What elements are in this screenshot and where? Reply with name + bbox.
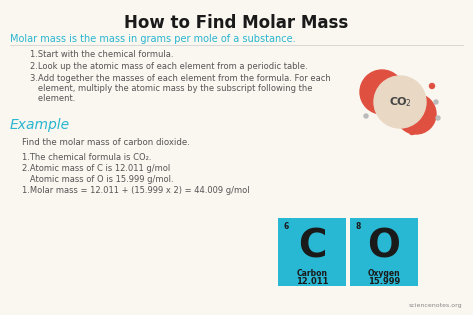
Text: 15.999: 15.999 <box>368 277 400 286</box>
Text: C: C <box>298 227 326 266</box>
Text: 1.Start with the chemical formula.: 1.Start with the chemical formula. <box>30 50 174 59</box>
Text: Carbon: Carbon <box>297 269 327 278</box>
Circle shape <box>436 116 440 120</box>
Text: sciencenotes.org: sciencenotes.org <box>408 303 462 308</box>
FancyBboxPatch shape <box>350 218 418 286</box>
Text: 3.Add together the masses of each element from the formula. For each: 3.Add together the masses of each elemen… <box>30 74 331 83</box>
Text: How to Find Molar Mass: How to Find Molar Mass <box>124 14 348 32</box>
Text: Molar mass is the mass in grams per mole of a substance.: Molar mass is the mass in grams per mole… <box>10 34 296 44</box>
Text: 2.Atomic mass of C is 12.011 g/mol: 2.Atomic mass of C is 12.011 g/mol <box>22 164 170 173</box>
Text: element.: element. <box>30 94 75 103</box>
Circle shape <box>434 100 438 104</box>
Text: element, multiply the atomic mass by the subscript following the: element, multiply the atomic mass by the… <box>30 84 313 93</box>
Text: 8: 8 <box>355 222 360 231</box>
Text: O: O <box>368 227 401 266</box>
Text: CO: CO <box>389 97 407 107</box>
Text: Oxygen: Oxygen <box>368 269 400 278</box>
Circle shape <box>396 94 436 134</box>
Circle shape <box>374 76 426 128</box>
Circle shape <box>360 70 404 114</box>
Text: Atomic mass of O is 15.999 g/mol.: Atomic mass of O is 15.999 g/mol. <box>22 175 174 184</box>
Text: 1.The chemical formula is CO₂.: 1.The chemical formula is CO₂. <box>22 153 151 162</box>
Circle shape <box>410 129 414 135</box>
FancyBboxPatch shape <box>278 218 346 286</box>
Text: 12.011: 12.011 <box>296 277 328 286</box>
Circle shape <box>364 114 368 118</box>
Text: Find the molar mass of carbon dioxide.: Find the molar mass of carbon dioxide. <box>22 138 190 147</box>
Text: 6: 6 <box>283 222 288 231</box>
Text: Example: Example <box>10 118 70 132</box>
Text: 1.Molar mass = 12.011 + (15.999 x 2) = 44.009 g/mol: 1.Molar mass = 12.011 + (15.999 x 2) = 4… <box>22 186 250 195</box>
Text: 2: 2 <box>406 100 411 108</box>
Circle shape <box>429 83 435 89</box>
Text: 2.Look up the atomic mass of each element from a periodic table.: 2.Look up the atomic mass of each elemen… <box>30 62 308 71</box>
